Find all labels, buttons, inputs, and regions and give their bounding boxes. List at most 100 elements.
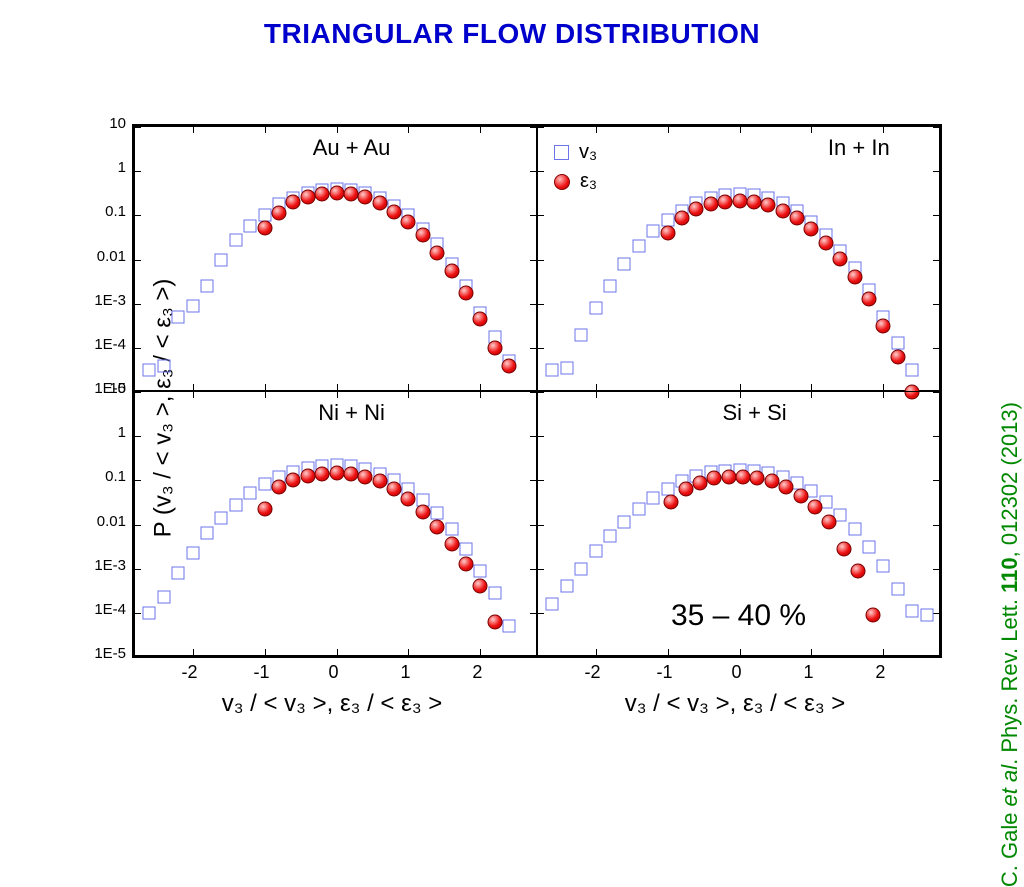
data-point-v3 xyxy=(157,359,170,372)
data-point-e3 xyxy=(707,471,722,486)
data-point-v3 xyxy=(891,337,904,350)
y-tick-label: 1E-3 xyxy=(94,557,126,574)
y-tick-label: 0.01 xyxy=(97,513,126,530)
x-tick-label: -2 xyxy=(182,662,198,683)
y-tick-label: 1E-5 xyxy=(94,645,126,662)
data-point-e3 xyxy=(430,519,445,534)
y-tick-label: 1E-3 xyxy=(94,292,126,309)
data-point-v3 xyxy=(215,511,228,524)
data-point-v3 xyxy=(575,328,588,341)
x-tick-label: 0 xyxy=(328,662,338,683)
data-point-v3 xyxy=(143,363,156,376)
data-point-v3 xyxy=(647,224,660,237)
data-point-e3 xyxy=(660,226,675,241)
x-tick-label: 0 xyxy=(731,662,741,683)
data-point-v3 xyxy=(603,280,616,293)
data-point-v3 xyxy=(244,486,257,499)
y-tick-label: 10 xyxy=(109,380,126,397)
citation: C. Gale et al. Phys. Rev. Lett. 110, 012… xyxy=(997,402,1023,887)
panel-system-label: Ni + Ni xyxy=(318,400,385,426)
data-point-e3 xyxy=(790,210,805,225)
y-tick-label: 1 xyxy=(118,424,126,441)
data-point-e3 xyxy=(372,474,387,489)
panel-system-label: Au + Au xyxy=(313,135,391,161)
panel-system-label: Si + Si xyxy=(722,400,786,426)
data-point-v3 xyxy=(661,483,674,496)
x-axis-label-left: v₃ / < v₃ >, ε₃ / < ε₃ > xyxy=(132,690,532,718)
data-point-e3 xyxy=(890,349,905,364)
panel-system-label: In + In xyxy=(828,135,890,161)
data-point-e3 xyxy=(430,245,445,260)
citation-etal: et al xyxy=(997,765,1022,807)
data-point-e3 xyxy=(286,195,301,210)
x-ticks-left: -2-1012 xyxy=(132,660,535,680)
data-point-v3 xyxy=(546,363,559,376)
data-point-e3 xyxy=(387,204,402,219)
data-point-v3 xyxy=(632,240,645,253)
data-point-e3 xyxy=(401,214,416,229)
citation-middle: . Phys. Rev. Lett. xyxy=(997,593,1022,765)
chart-panel: Si + Si35 – 40 % xyxy=(537,391,940,656)
y-ticks-top: 1010.10.011E-31E-41E-5 xyxy=(76,124,130,389)
legend: v₃ε₃ xyxy=(554,141,597,199)
data-point-v3 xyxy=(244,220,257,233)
data-point-v3 xyxy=(186,299,199,312)
data-point-v3 xyxy=(143,606,156,619)
data-point-e3 xyxy=(300,189,315,204)
data-point-e3 xyxy=(808,499,823,514)
data-point-e3 xyxy=(286,473,301,488)
data-point-e3 xyxy=(473,312,488,327)
data-point-e3 xyxy=(343,466,358,481)
data-point-e3 xyxy=(257,502,272,517)
data-point-v3 xyxy=(488,586,501,599)
data-point-e3 xyxy=(257,220,272,235)
data-point-e3 xyxy=(746,195,761,210)
data-point-e3 xyxy=(793,488,808,503)
page-title: TRIANGULAR FLOW DISTRIBUTION xyxy=(0,18,1024,50)
data-point-e3 xyxy=(732,194,747,209)
data-point-v3 xyxy=(575,562,588,575)
data-point-v3 xyxy=(431,507,444,520)
data-point-e3 xyxy=(372,195,387,210)
data-point-e3 xyxy=(876,318,891,333)
data-point-e3 xyxy=(674,210,689,225)
data-point-e3 xyxy=(473,579,488,594)
x-tick-label: -2 xyxy=(585,662,601,683)
y-tick-label: 1 xyxy=(118,159,126,176)
data-point-v3 xyxy=(920,609,933,622)
data-point-v3 xyxy=(229,498,242,511)
x-axis-label-right: v₃ / < v₃ >, ε₃ / < ε₃ > xyxy=(535,690,935,718)
legend-v3: v₃ xyxy=(554,141,597,164)
chart-panel: Au + Au xyxy=(134,126,537,391)
data-point-v3 xyxy=(172,567,185,580)
data-point-e3 xyxy=(862,292,877,307)
circle-marker-icon xyxy=(554,174,570,190)
data-point-e3 xyxy=(387,482,402,497)
data-point-e3 xyxy=(822,515,837,530)
data-point-v3 xyxy=(661,213,674,226)
data-point-v3 xyxy=(877,560,890,573)
x-ticks-right: -2-1012 xyxy=(535,660,938,680)
citation-volume: 110 xyxy=(997,557,1022,593)
data-point-e3 xyxy=(736,469,751,484)
data-point-v3 xyxy=(503,620,516,633)
data-point-e3 xyxy=(851,563,866,578)
x-tick-label: 2 xyxy=(472,662,482,683)
citation-author: C. Gale xyxy=(997,806,1022,887)
data-point-e3 xyxy=(847,270,862,285)
data-point-v3 xyxy=(200,527,213,540)
y-tick-label: 1E-4 xyxy=(94,336,126,353)
data-point-e3 xyxy=(664,495,679,510)
data-point-e3 xyxy=(300,468,315,483)
data-point-e3 xyxy=(329,465,344,480)
data-point-v3 xyxy=(460,542,473,555)
data-point-e3 xyxy=(502,358,517,373)
data-point-e3 xyxy=(689,201,704,216)
data-point-e3 xyxy=(444,537,459,552)
data-point-e3 xyxy=(818,235,833,250)
data-point-e3 xyxy=(764,474,779,489)
y-tick-label: 0.1 xyxy=(105,203,126,220)
panel-grid: Au + Au In + In v₃ε₃ Ni + Ni Si + Si35 – 40 … xyxy=(132,124,942,658)
data-point-v3 xyxy=(632,503,645,516)
data-point-e3 xyxy=(315,466,330,481)
